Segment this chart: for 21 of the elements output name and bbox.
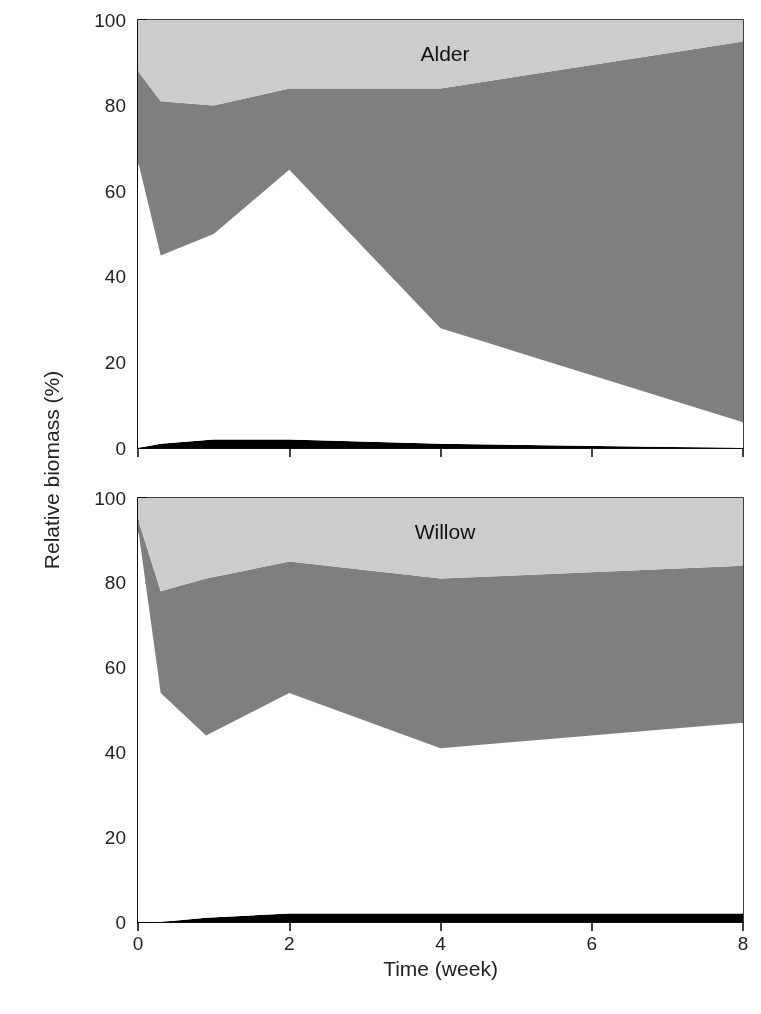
y-tick-label: 60 <box>104 180 126 202</box>
x-axis-title: Time (week) <box>383 956 498 980</box>
text: Willow <box>414 520 477 543</box>
y-tick-label: 40 <box>104 741 126 763</box>
y-tick-label: 100 <box>94 487 126 509</box>
text: Alder <box>420 42 470 65</box>
y-tick-label: 0 <box>115 437 126 459</box>
x-tick-label: 2 <box>283 933 295 954</box>
x-tick-label: 6 <box>586 933 598 954</box>
y-tick-label: 40 <box>104 266 126 288</box>
y-tick-label: 60 <box>104 657 126 679</box>
y-tick-label: 80 <box>104 572 126 594</box>
y-tick-label: 100 <box>94 9 126 31</box>
y-tick-label: 80 <box>104 95 126 117</box>
x-tick-label: 0 <box>132 933 144 954</box>
y-tick-label: 20 <box>104 826 126 848</box>
y-tick-label: 0 <box>115 911 126 933</box>
x-tick-label: 4 <box>435 933 447 954</box>
y-axis-title: Relative biomass (%) <box>40 370 64 570</box>
x-tick-label: 8 <box>737 933 749 954</box>
y-tick-label: 20 <box>104 351 126 373</box>
